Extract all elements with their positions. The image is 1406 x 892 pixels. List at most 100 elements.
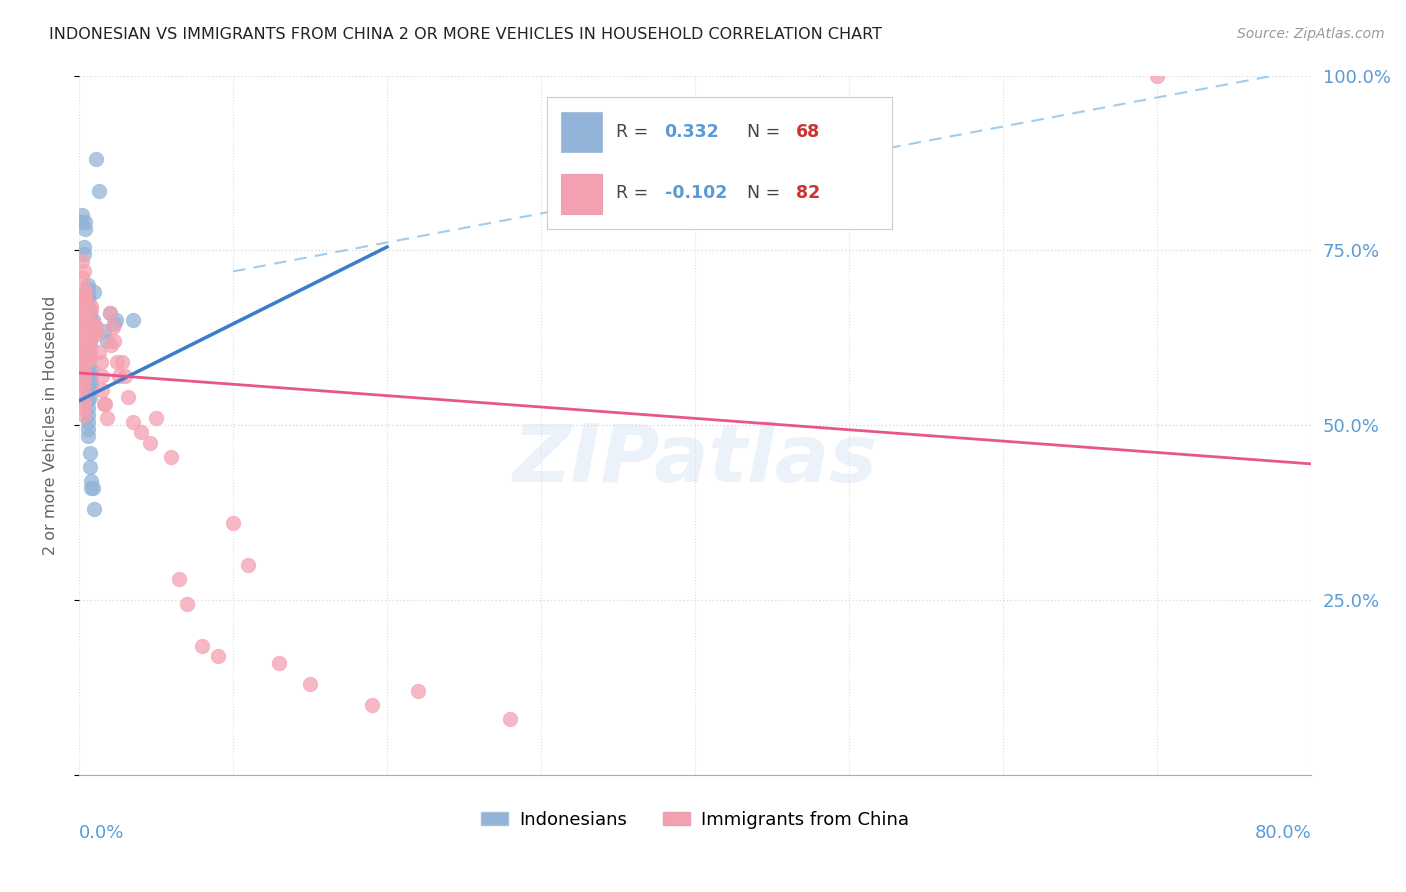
Point [238, 558, 260, 573]
Point [79, 351, 101, 366]
Point [76, 302, 98, 317]
Point [77, 429, 100, 443]
Point [121, 415, 143, 429]
Point [103, 317, 125, 331]
Point [83, 317, 105, 331]
Point [69, 373, 91, 387]
Point [72, 387, 94, 401]
Point [82, 320, 104, 334]
Point [75, 285, 97, 300]
Point [93, 324, 115, 338]
Point [76, 351, 98, 366]
Point [103, 334, 125, 349]
Point [86, 327, 108, 342]
Point [89, 355, 111, 369]
Point [91, 384, 114, 398]
Point [69, 334, 91, 349]
Point [72, 306, 94, 320]
Point [114, 369, 136, 384]
Point [77, 345, 100, 359]
Point [360, 698, 382, 713]
Point [100, 338, 122, 352]
Point [75, 306, 97, 320]
Point [76, 300, 98, 314]
Point [191, 639, 214, 653]
Point [77, 351, 100, 366]
Point [79, 313, 101, 327]
Point [77, 366, 100, 380]
Point [83, 502, 105, 516]
Point [72, 300, 94, 314]
Point [80, 481, 103, 495]
Point [406, 684, 429, 698]
Point [80, 376, 103, 391]
Point [72, 408, 94, 422]
Point [77, 408, 100, 422]
Point [80, 369, 103, 384]
Point [77, 282, 100, 296]
Text: 80.0%: 80.0% [1254, 824, 1312, 842]
Point [84, 153, 107, 167]
Legend: Indonesians, Immigrants from China: Indonesians, Immigrants from China [474, 804, 917, 836]
Point [499, 712, 522, 726]
Point [82, 327, 104, 342]
Point [75, 317, 97, 331]
Point [79, 320, 101, 334]
Point [75, 300, 97, 314]
Point [75, 324, 97, 338]
Point [70, 209, 93, 223]
Point [80, 302, 103, 317]
Point [1146, 69, 1168, 83]
Point [76, 293, 98, 307]
Point [75, 331, 97, 345]
Point [222, 516, 245, 531]
Point [94, 397, 117, 411]
Point [72, 351, 94, 366]
Point [79, 391, 101, 405]
Point [80, 300, 103, 314]
Point [79, 334, 101, 349]
Point [96, 411, 118, 425]
Point [82, 313, 104, 327]
Point [207, 649, 229, 664]
Point [101, 320, 124, 334]
Point [111, 355, 134, 369]
Text: ZIPatlas: ZIPatlas [513, 421, 877, 500]
Point [77, 373, 100, 387]
Point [72, 366, 94, 380]
Text: Source: ZipAtlas.com: Source: ZipAtlas.com [1237, 27, 1385, 41]
Point [75, 345, 97, 359]
Point [79, 384, 101, 398]
Point [87, 184, 110, 198]
Point [77, 306, 100, 320]
Point [72, 338, 94, 352]
Point [79, 446, 101, 460]
Point [77, 338, 100, 352]
Point [79, 369, 101, 384]
Point [77, 324, 100, 338]
Point [70, 293, 93, 307]
Point [77, 351, 100, 366]
Point [72, 393, 94, 408]
Point [72, 359, 94, 373]
Point [72, 345, 94, 359]
Point [72, 331, 94, 345]
Text: 0.0%: 0.0% [79, 824, 124, 842]
Point [77, 300, 100, 314]
Point [176, 597, 198, 611]
Point [79, 327, 101, 342]
Point [96, 334, 118, 349]
Point [93, 397, 115, 411]
Point [76, 324, 98, 338]
Point [79, 460, 101, 475]
Point [80, 475, 103, 489]
Point [75, 310, 97, 324]
Point [69, 334, 91, 349]
Point [77, 422, 100, 436]
Point [75, 317, 97, 331]
Point [98, 306, 121, 320]
Point [104, 313, 127, 327]
Point [72, 373, 94, 387]
Point [77, 310, 100, 324]
Point [76, 285, 98, 300]
